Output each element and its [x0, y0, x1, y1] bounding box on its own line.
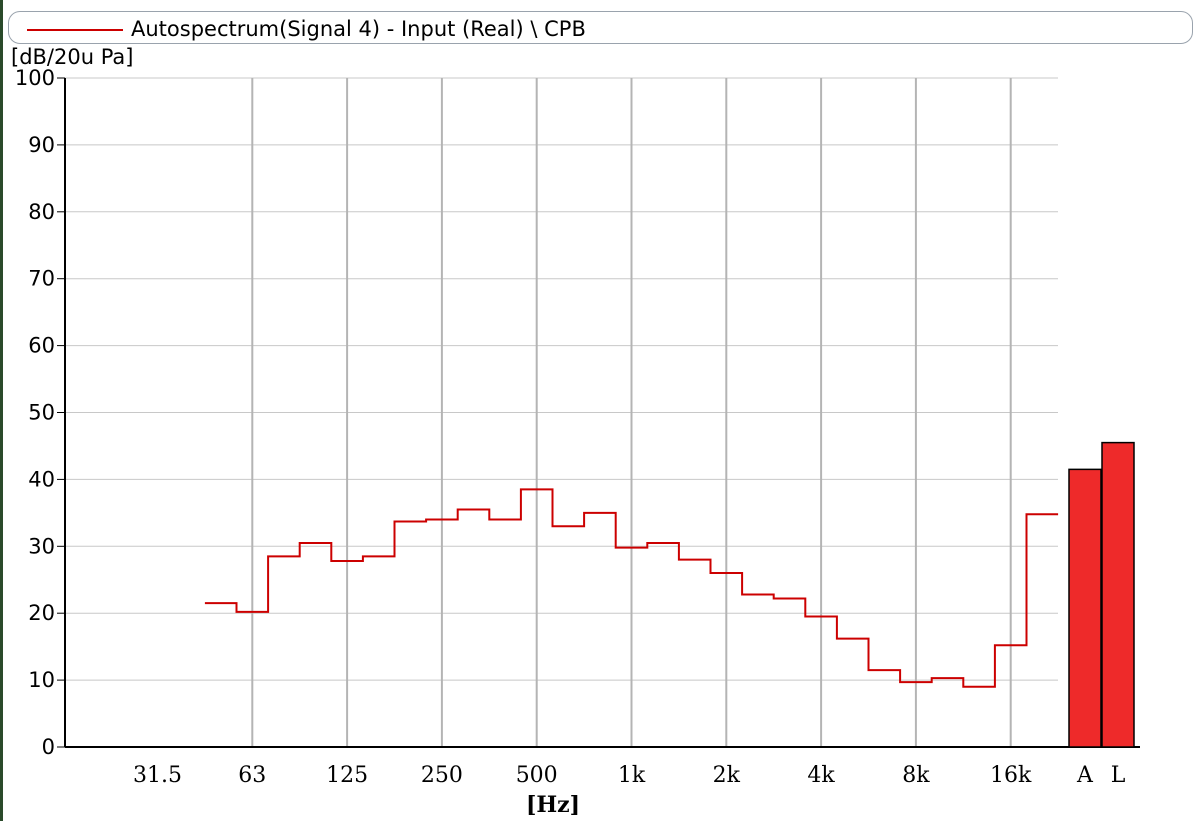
- axes: [57, 77, 1140, 748]
- x-tick-label: 125: [326, 763, 368, 788]
- x-axis-label: [Hz]: [526, 792, 580, 818]
- y-tick-label: 30: [28, 534, 55, 558]
- y-tick-label: 10: [28, 668, 55, 692]
- y-tick-label: 40: [28, 467, 55, 491]
- overall-bar-l: [1101, 441, 1135, 748]
- x-tick-label: 2k: [713, 763, 741, 788]
- y-tick-labels: 0 10 20 30 40 50 60 70 80 90 100: [15, 66, 55, 759]
- x-tick-label: 4k: [807, 763, 835, 788]
- y-tick-label: 50: [28, 401, 55, 425]
- overall-bar-label: A: [1076, 763, 1094, 788]
- x-tick-label: 31.5: [133, 763, 182, 788]
- legend[interactable]: Autospectrum(Signal 4) - Input (Real) \ …: [8, 11, 1193, 44]
- y-tick-label: 20: [28, 601, 55, 625]
- series-line-autospectrum: [204, 488, 1059, 688]
- overall-bar-a: [1068, 468, 1102, 748]
- x-tick-label: 500: [516, 763, 558, 788]
- y-tick-label: 80: [28, 200, 55, 224]
- grid-lines: [65, 77, 1058, 747]
- series-layer: [204, 488, 1059, 688]
- y-tick-label: 90: [28, 133, 55, 157]
- overall-bar-label: L: [1111, 763, 1126, 788]
- y-tick-label: 0: [42, 735, 55, 759]
- x-tick-labels: 31.5 63 125 250 500 1k 2k 4k 8k 16k A L: [133, 763, 1126, 788]
- x-tick-label: 1k: [618, 763, 646, 788]
- x-tick-label: 250: [421, 763, 463, 788]
- x-tick-label: 8k: [902, 763, 930, 788]
- legend-label: Autospectrum(Signal 4) - Input (Real) \ …: [131, 17, 586, 41]
- x-tick-label: 63: [238, 763, 266, 788]
- y-tick-label: 100: [15, 66, 55, 90]
- y-axis-label: [dB/20u Pa]: [11, 45, 134, 69]
- y-tick-label: 60: [28, 334, 55, 358]
- x-tick-label: 16k: [990, 763, 1032, 788]
- window-left-border: [0, 0, 3, 821]
- y-tick-label: 70: [28, 267, 55, 291]
- overall-bars: [1068, 441, 1135, 748]
- legend-swatch: [27, 29, 123, 31]
